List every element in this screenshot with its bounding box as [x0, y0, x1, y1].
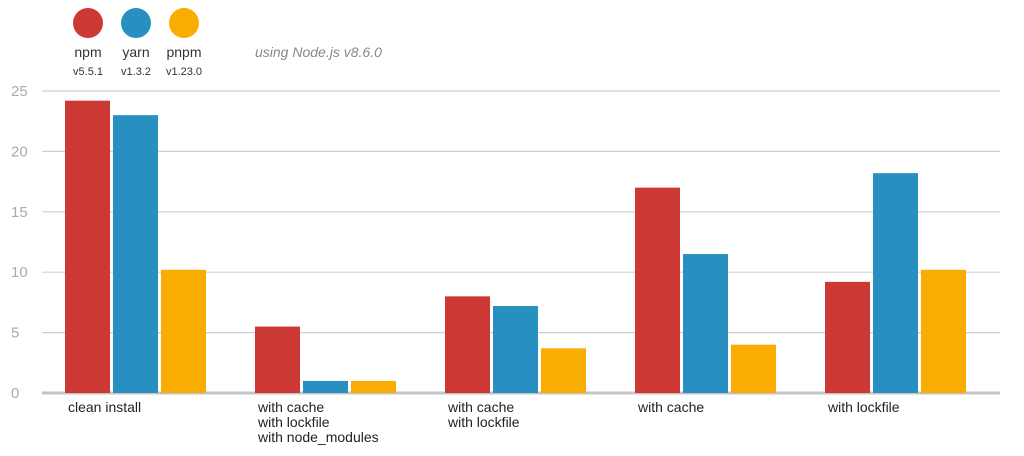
- x-category-label: with lockfile: [447, 414, 520, 430]
- legend-swatch-npm: [73, 8, 103, 38]
- x-category-label: with cache: [637, 399, 704, 415]
- x-category-label: with lockfile: [257, 414, 330, 430]
- y-tick-label: 10: [11, 264, 28, 281]
- x-category-label: clean install: [68, 399, 141, 415]
- legend-version-yarn: v1.3.2: [121, 66, 151, 78]
- x-category-label: with cache: [447, 399, 514, 415]
- x-category-label: with lockfile: [827, 399, 900, 415]
- bar-npm-4: [825, 281, 870, 393]
- y-tick-label: 0: [11, 385, 19, 402]
- legend-version-npm: v5.5.1: [73, 66, 103, 78]
- bar-npm-0: [65, 100, 110, 393]
- bar-yarn-2: [493, 306, 538, 393]
- bar-npm-2: [445, 296, 490, 393]
- bars: [65, 100, 966, 393]
- legend: npm v5.5.1 yarn v1.3.2 pnpm v1.23.0: [73, 8, 202, 78]
- bar-npm-1: [255, 326, 300, 393]
- y-axis: 0 5 10 15 20 25: [11, 83, 28, 402]
- bar-pnpm-4: [921, 269, 966, 393]
- x-category-label: with cache: [257, 399, 324, 415]
- bar-npm-3: [635, 187, 680, 393]
- y-tick-label: 5: [11, 325, 19, 342]
- y-tick-label: 20: [11, 143, 28, 160]
- bar-pnpm-1: [351, 380, 396, 393]
- legend-version-pnpm: v1.23.0: [166, 66, 202, 78]
- x-category-label: with node_modules: [257, 429, 379, 445]
- chart-note: using Node.js v8.6.0: [255, 44, 382, 60]
- bar-pnpm-3: [731, 344, 776, 393]
- legend-label-pnpm: pnpm: [166, 44, 201, 60]
- bar-pnpm-2: [541, 348, 586, 393]
- bar-yarn-1: [303, 380, 348, 393]
- bar-yarn-3: [683, 254, 728, 393]
- bar-pnpm-0: [161, 269, 206, 393]
- bar-yarn-0: [113, 115, 158, 393]
- bar-yarn-4: [873, 173, 918, 393]
- y-tick-label: 15: [11, 204, 28, 221]
- legend-label-npm: npm: [74, 44, 101, 60]
- legend-swatch-yarn: [121, 8, 151, 38]
- legend-label-yarn: yarn: [122, 44, 149, 60]
- y-tick-label: 25: [11, 83, 28, 100]
- legend-swatch-pnpm: [169, 8, 199, 38]
